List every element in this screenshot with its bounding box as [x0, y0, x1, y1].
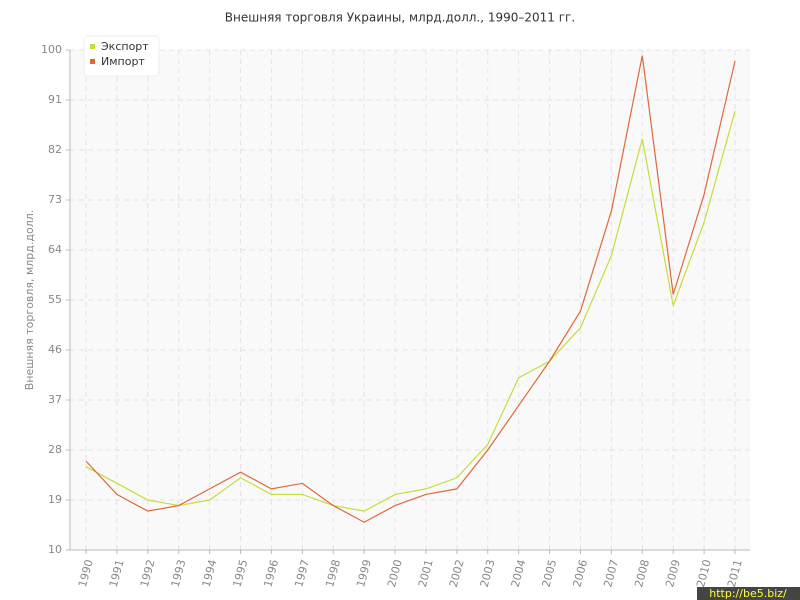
y-tick-label: 37	[48, 393, 62, 406]
x-tick-label: 1996	[261, 558, 281, 588]
x-tick-label: 2011	[725, 558, 745, 588]
legend-swatch	[90, 59, 95, 64]
x-tick-label: 1997	[292, 558, 312, 588]
x-tick-label: 2002	[447, 558, 467, 588]
watermark-bg	[697, 587, 800, 600]
legend-box	[83, 35, 160, 77]
y-tick-label: 28	[48, 443, 62, 456]
x-tick-label: 1990	[76, 558, 96, 588]
x-tick-label: 1998	[323, 558, 343, 588]
lines	[85, 55, 736, 523]
x-tick-label: 1993	[169, 558, 189, 588]
legend: Экспорт Импорт	[83, 35, 160, 77]
y-tick-label: 46	[48, 343, 62, 356]
x-tick-label: 2007	[601, 558, 621, 588]
x-tick-label: 2004	[509, 558, 529, 588]
y-axis-label: Внешняя торговля, млрд.долл.	[23, 210, 36, 391]
watermark: http://be5.biz/	[709, 587, 787, 600]
x-tick-label: 1991	[107, 558, 127, 588]
y-tick-label: 10	[48, 543, 62, 556]
legend-label: Экспорт	[101, 40, 149, 53]
y-tick-label: 100	[41, 43, 62, 56]
series-line	[85, 55, 736, 523]
x-tick-label: 2006	[570, 558, 590, 588]
x-tick-label: 2010	[694, 558, 714, 588]
y-tick-label: 19	[48, 493, 62, 506]
plot-area	[70, 50, 750, 550]
grid	[70, 49, 750, 551]
x-tick-label: 2008	[632, 558, 652, 588]
x-tick-label: 2005	[540, 558, 560, 588]
x-tick-label: 1999	[354, 558, 374, 588]
x-tick-label: 2003	[478, 558, 498, 588]
y-tick-label: 55	[48, 293, 62, 306]
y-tick-label: 82	[48, 143, 62, 156]
legend-label: Импорт	[101, 55, 145, 68]
x-tick-label: 2001	[416, 558, 436, 588]
series-line	[85, 110, 736, 512]
x-tick-label: 1995	[231, 558, 251, 588]
x-tick-label: 1994	[200, 558, 220, 588]
x-tick-label: 2000	[385, 558, 405, 588]
y-tick-label: 64	[48, 243, 62, 256]
legend-swatch	[90, 44, 95, 49]
x-tick-label: 1992	[138, 558, 158, 588]
x-tick-label: 2009	[663, 558, 683, 588]
chart-title: Внешняя торговля Украины, млрд.долл., 19…	[225, 11, 575, 25]
y-tick-label: 73	[48, 193, 62, 206]
y-tick-label: 91	[48, 93, 62, 106]
